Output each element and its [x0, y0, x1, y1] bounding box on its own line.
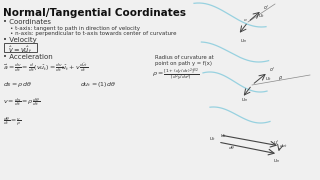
- Text: $v = \frac{ds}{dt} = \rho\,\frac{d\theta}{dt}$: $v = \frac{ds}{dt} = \rho\,\frac{d\theta…: [3, 96, 40, 108]
- Text: Normal/Tangential Coordinates: Normal/Tangential Coordinates: [3, 8, 186, 18]
- Text: $o'$: $o'$: [263, 4, 269, 12]
- Text: $d\theta$: $d\theta$: [228, 144, 236, 151]
- Text: $\vec{a} = \frac{dv}{dt} = \frac{d}{dt}(v\hat{u}_t) = \frac{dv}{dt}\hat{u}_t + v: $\vec{a} = \frac{dv}{dt} = \frac{d}{dt}(…: [3, 61, 88, 74]
- Text: $u_t$: $u_t$: [210, 135, 216, 143]
- Text: • Coordinates: • Coordinates: [3, 19, 51, 25]
- Text: • Acceleration: • Acceleration: [3, 54, 53, 60]
- Text: $\frac{d\theta}{dt} = \frac{v}{\rho}$: $\frac{d\theta}{dt} = \frac{v}{\rho}$: [3, 115, 22, 128]
- Text: $u_n$: $u_n$: [273, 157, 280, 165]
- Text: $u_t$: $u_t$: [258, 12, 265, 20]
- Text: • t-axis: tangent to path in direction of velocity: • t-axis: tangent to path in direction o…: [10, 26, 140, 30]
- Text: $\hat{v} = v\hat{u}_t$: $\hat{v} = v\hat{u}_t$: [8, 44, 32, 56]
- Text: $u_n$: $u_n$: [240, 37, 247, 45]
- Text: $u'$: $u'$: [273, 139, 279, 147]
- Text: Radius of curvature at: Radius of curvature at: [155, 55, 214, 60]
- Text: $u_t$: $u_t$: [265, 75, 271, 83]
- Text: $u_n$: $u_n$: [241, 96, 248, 104]
- Text: $du_t$: $du_t$: [279, 142, 288, 150]
- Text: $u_t$: $u_t$: [220, 132, 227, 140]
- Text: $ds = \rho\,d\theta$: $ds = \rho\,d\theta$: [3, 80, 33, 89]
- Text: • n-axis: perpendicular to t-axis towards center of curvature: • n-axis: perpendicular to t-axis toward…: [10, 30, 177, 35]
- Text: $o$: $o$: [243, 17, 247, 23]
- Text: $du_t = (1)d\theta$: $du_t = (1)d\theta$: [80, 80, 116, 89]
- Text: $\rho = \frac{[1+(dy/dx)^2]^{3/2}}{|d^2y/dx^2|}$: $\rho = \frac{[1+(dy/dx)^2]^{3/2}}{|d^2y…: [152, 67, 200, 83]
- Text: $\rho$: $\rho$: [278, 74, 283, 82]
- Text: $o'$: $o'$: [269, 66, 275, 74]
- Text: point on path y = f(x): point on path y = f(x): [155, 60, 212, 66]
- Text: • Velocity: • Velocity: [3, 37, 37, 43]
